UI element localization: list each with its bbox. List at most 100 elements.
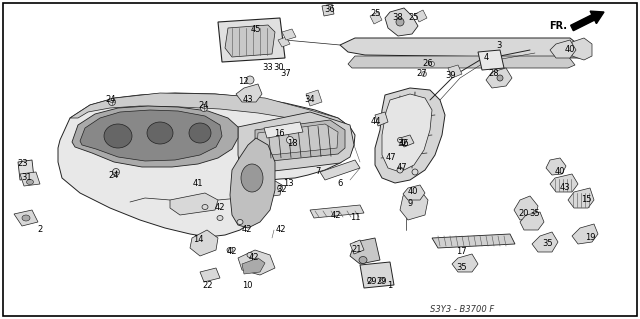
Ellipse shape <box>217 216 223 220</box>
Polygon shape <box>478 50 504 70</box>
Polygon shape <box>236 84 262 102</box>
Polygon shape <box>348 56 575 68</box>
Ellipse shape <box>287 137 294 144</box>
Ellipse shape <box>202 204 208 210</box>
Text: 25: 25 <box>409 13 419 23</box>
Polygon shape <box>310 205 364 218</box>
Ellipse shape <box>241 164 263 192</box>
Text: 20: 20 <box>519 209 529 218</box>
Ellipse shape <box>113 168 120 175</box>
Polygon shape <box>360 262 394 288</box>
Text: 40: 40 <box>408 188 419 197</box>
Text: 42: 42 <box>249 254 259 263</box>
Text: 3: 3 <box>496 41 502 50</box>
Ellipse shape <box>109 99 115 106</box>
Text: 38: 38 <box>392 13 403 23</box>
Polygon shape <box>340 38 585 58</box>
Text: 17: 17 <box>456 247 467 256</box>
Text: FR.: FR. <box>549 21 567 31</box>
Ellipse shape <box>104 124 132 148</box>
Text: 35: 35 <box>457 263 467 271</box>
Polygon shape <box>400 135 414 147</box>
Text: 39: 39 <box>445 71 456 80</box>
Polygon shape <box>322 4 334 16</box>
Ellipse shape <box>237 219 243 225</box>
Polygon shape <box>546 158 566 175</box>
Polygon shape <box>238 250 275 275</box>
Text: 7: 7 <box>316 167 321 176</box>
Polygon shape <box>58 93 355 237</box>
Text: 24: 24 <box>106 95 116 105</box>
Text: 22: 22 <box>203 281 213 291</box>
Ellipse shape <box>422 71 426 77</box>
Text: 42: 42 <box>331 211 341 219</box>
Polygon shape <box>264 122 303 138</box>
Text: 13: 13 <box>283 179 293 188</box>
Text: 25: 25 <box>371 10 381 19</box>
Text: 35: 35 <box>530 209 540 218</box>
Ellipse shape <box>246 76 254 84</box>
Text: 15: 15 <box>580 196 591 204</box>
Text: 29: 29 <box>367 277 377 286</box>
Text: 26: 26 <box>422 58 433 68</box>
Polygon shape <box>218 18 285 62</box>
Text: 19: 19 <box>585 233 595 241</box>
Text: 21: 21 <box>352 246 362 255</box>
Text: 27: 27 <box>417 69 428 78</box>
Polygon shape <box>568 188 594 208</box>
FancyArrow shape <box>571 11 604 31</box>
Text: 32: 32 <box>397 138 408 147</box>
Polygon shape <box>170 193 218 215</box>
Polygon shape <box>255 120 345 162</box>
Ellipse shape <box>359 256 367 263</box>
Text: 28: 28 <box>489 70 499 78</box>
Ellipse shape <box>247 253 253 257</box>
Text: 32: 32 <box>276 186 287 195</box>
Polygon shape <box>238 112 354 172</box>
Polygon shape <box>350 240 364 254</box>
Text: 12: 12 <box>237 78 248 86</box>
Text: 24: 24 <box>199 100 209 109</box>
Polygon shape <box>20 172 40 186</box>
Polygon shape <box>72 106 238 167</box>
Ellipse shape <box>429 62 435 66</box>
Polygon shape <box>80 110 222 161</box>
Text: 30: 30 <box>274 63 284 72</box>
Polygon shape <box>278 37 290 47</box>
Polygon shape <box>550 40 576 58</box>
Polygon shape <box>370 12 382 24</box>
Ellipse shape <box>189 123 211 143</box>
Text: 4: 4 <box>483 53 488 62</box>
Ellipse shape <box>367 278 372 283</box>
Polygon shape <box>375 112 388 126</box>
Polygon shape <box>200 268 220 282</box>
Ellipse shape <box>22 215 30 221</box>
Polygon shape <box>375 88 445 183</box>
Ellipse shape <box>380 278 385 283</box>
Text: 6: 6 <box>337 179 342 188</box>
Ellipse shape <box>200 105 207 112</box>
Text: 43: 43 <box>560 182 570 191</box>
Polygon shape <box>400 190 428 220</box>
Polygon shape <box>350 238 380 264</box>
Polygon shape <box>572 224 598 244</box>
Polygon shape <box>230 138 275 228</box>
Polygon shape <box>532 232 558 252</box>
Polygon shape <box>432 234 515 248</box>
Polygon shape <box>514 196 538 220</box>
Text: 42: 42 <box>227 247 237 256</box>
Polygon shape <box>520 212 544 230</box>
Text: 37: 37 <box>280 69 291 78</box>
Text: 23: 23 <box>18 159 28 167</box>
Text: 40: 40 <box>555 167 565 176</box>
Text: 2: 2 <box>37 226 43 234</box>
Ellipse shape <box>397 167 403 173</box>
Text: 33: 33 <box>262 63 273 72</box>
Text: 16: 16 <box>274 130 284 138</box>
Text: 9: 9 <box>408 199 413 209</box>
Ellipse shape <box>396 18 404 26</box>
Polygon shape <box>248 178 282 198</box>
Text: 43: 43 <box>243 95 253 105</box>
Text: 47: 47 <box>386 152 396 161</box>
Polygon shape <box>18 160 34 180</box>
